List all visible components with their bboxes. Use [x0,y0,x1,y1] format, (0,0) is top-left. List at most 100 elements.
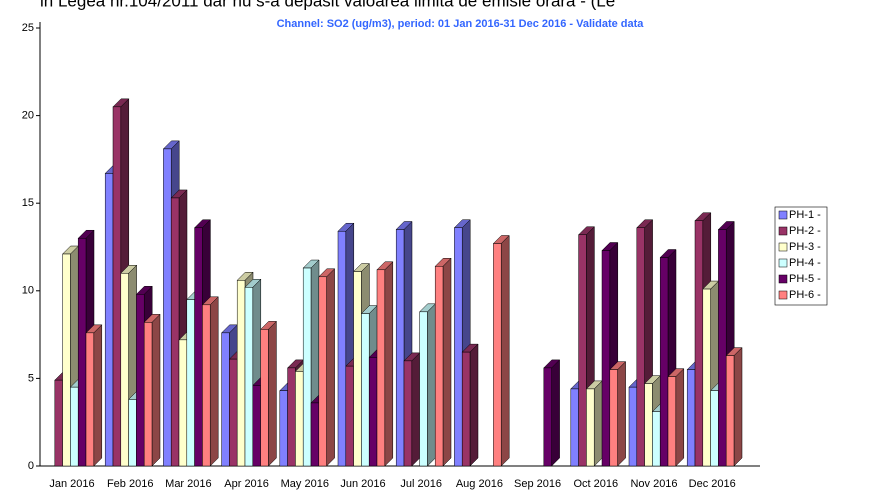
legend-swatch [778,290,788,300]
bar-face [686,369,696,467]
bar-face [395,229,405,467]
legend-swatch [778,258,788,268]
bar [492,234,510,467]
x-tick-label: Aug 2016 [456,478,503,490]
legend-swatch [778,242,788,252]
bar-face [302,267,312,467]
bar [585,380,603,467]
x-tick-label: Sep 2016 [514,478,561,490]
bar-face [427,303,436,467]
x-tick-label: Jul 2016 [400,478,442,490]
bar-face [551,359,560,467]
bar [418,303,437,467]
y-tick-label: 25 [22,22,34,34]
legend-label: PH-4 - [789,257,821,269]
bar-face [442,257,452,467]
bar-face [260,329,269,467]
bar-face [376,269,386,467]
bar-face [718,229,727,467]
bar-face [252,385,261,467]
bar-face [586,388,595,467]
x-tick-label: May 2016 [281,478,329,490]
bar [403,352,421,467]
bar-face [725,355,735,467]
bar-face [667,376,677,467]
x-tick-label: Apr 2016 [224,478,269,490]
bar [201,296,219,467]
bar-face [345,365,354,467]
bar-face [361,313,370,467]
bar-face [434,266,444,467]
bar-face [500,234,510,467]
bar-face [151,313,161,467]
bar-face [652,411,661,467]
bar-face [287,367,296,467]
y-tick-label: 10 [22,285,34,297]
bar-face [543,367,552,467]
bar-face [617,361,626,467]
bar-face [710,390,719,467]
bar-face [368,357,378,467]
bar-face [279,390,288,467]
bar-face [93,324,103,467]
bar-face [609,369,618,467]
legend-label: PH-6 - [789,289,821,301]
bar-face [85,332,95,467]
bar-face [310,402,320,467]
x-tick-label: Mar 2016 [165,478,211,490]
x-tick-label: Oct 2016 [573,478,618,490]
bar-face [136,294,145,467]
bar [85,324,103,467]
bar-face [178,339,188,467]
y-tick-label: 20 [22,110,34,122]
bar-face [143,322,153,467]
legend-label: PH-1 - [789,209,821,221]
bar-face [702,288,711,467]
bar [667,368,685,467]
bar-face [384,261,394,467]
bar-face [411,352,421,467]
y-tick-label: 0 [28,460,34,472]
bar-face [112,106,122,467]
bar-face [202,304,211,467]
bar-face [104,173,114,467]
legend-box [774,206,828,306]
bar-face [644,383,653,467]
bar-face [469,343,479,467]
bar-face [636,227,645,467]
bar-face [186,299,195,467]
bar-face [326,268,335,467]
bar-face [659,257,669,467]
bar-face [70,386,79,467]
bar-face [268,320,277,467]
bar-face [353,271,362,467]
legend-swatch [778,210,788,220]
bar-face [461,351,471,467]
bar-face [419,311,428,467]
legend-swatch [778,274,788,284]
x-tick-label: Feb 2016 [107,478,153,490]
bar [318,268,336,467]
x-tick-label: Dec 2016 [689,478,736,490]
bar-face [221,332,230,467]
header-text: in Legea nr.104/2011 dar nu s-a depasit … [40,0,615,10]
y-tick-label: 15 [22,197,34,209]
bar [376,261,394,467]
bar [143,313,161,467]
bar-face [593,380,603,467]
bar [434,257,452,467]
bar [259,320,278,467]
bar-face [229,358,238,467]
bar-face [694,220,704,467]
bar-face [62,253,71,467]
bar-face [403,360,413,467]
bar-face [570,388,579,467]
bar-face [128,399,137,467]
bar-face [318,276,327,467]
bar-face [675,368,685,467]
bar-face [578,234,587,467]
bar-face [733,347,743,467]
bar-face [77,237,87,467]
bar-face [454,227,463,467]
